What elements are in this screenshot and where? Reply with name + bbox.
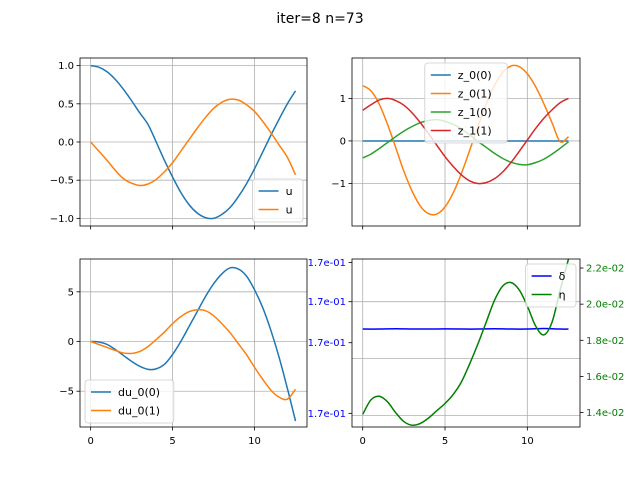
- x-tick-label: 5: [442, 436, 448, 447]
- legend-label-0: u: [286, 185, 293, 198]
- y-tick-label-left: 1.7e-01: [308, 258, 346, 269]
- legend-label-0: z_0(0): [458, 69, 492, 82]
- y-tick-label-right: 1.6e-02: [586, 372, 624, 383]
- y-tick-label-right: 1.4e-02: [586, 408, 624, 419]
- y-tick-label: 0: [68, 337, 74, 348]
- plot-du: 0 5 10 −5 0 5 du_0(0) du_0(1): [59, 258, 308, 447]
- y-tick-label-left: 1.7e-01: [308, 297, 346, 308]
- x-tick-label: 10: [248, 436, 261, 447]
- x-tick-label: 0: [87, 436, 93, 447]
- legend-label-1: η: [559, 289, 566, 302]
- x-tick-label: 0: [360, 436, 366, 447]
- y-tick-label-right: 1.8e-02: [586, 336, 624, 347]
- legend: δη: [525, 263, 577, 308]
- plot-frame: [79, 258, 308, 428]
- y-tick-label: 0: [340, 136, 346, 147]
- legend-box: [424, 62, 508, 144]
- y-tick-label: 0.5: [58, 99, 74, 110]
- x-tick-label: 5: [169, 436, 175, 447]
- series-line-1: [90, 98, 297, 187]
- x-tick-label: 10: [521, 436, 534, 447]
- legend: z_0(0) z_0(1) z_1(0) z_1(1): [424, 62, 508, 144]
- figure-title: iter=8 n=73: [276, 11, 363, 27]
- series-line-3: [362, 97, 569, 185]
- plot-u: −1.0 −0.5 0.0 0.5 1.0 uu: [50, 57, 308, 230]
- legend-label-2: z_1(0): [458, 106, 492, 119]
- legend-label-3: z_1(1): [458, 125, 492, 138]
- series-group: [362, 259, 570, 426]
- y-tick-label: 0.0: [58, 138, 74, 149]
- series-group: [90, 266, 297, 422]
- legend-box: [525, 263, 577, 308]
- series-line-0: [90, 64, 297, 220]
- y-tick-label-right: 2.0e-02: [586, 300, 624, 311]
- y-tick-label: −0.5: [50, 176, 74, 187]
- plot-frame: [79, 57, 308, 227]
- y-tick-label-left: 1.7e-01: [308, 409, 346, 420]
- legend-label-0: δ: [559, 270, 566, 283]
- series-line-0: [362, 327, 569, 330]
- legend-label-1: du_0(1): [118, 405, 160, 418]
- y-tick-label: −5: [59, 387, 74, 398]
- series-group: [90, 64, 297, 220]
- y-tick-label: −1: [331, 179, 346, 190]
- plot-frame: [351, 57, 581, 227]
- legend-label-0: du_0(0): [118, 386, 160, 399]
- series-line-1: [362, 259, 570, 426]
- plot-z: −1 0 1 z_0(0) z_0(1) z_1(0) z_1(1): [331, 57, 581, 230]
- y-tick-label-left: 1.7e-01: [308, 338, 346, 349]
- y-tick-label: 1.0: [58, 61, 74, 72]
- series-line-0: [90, 266, 297, 422]
- plot-delta-eta: 0 5 10 1.7e-01 1.7e-01 1.7e-01 1.7e-01 1.4e-02 1…: [308, 258, 625, 447]
- series-line-1: [362, 64, 569, 216]
- series-line-1: [90, 308, 297, 401]
- legend-label-1: z_0(1): [458, 88, 492, 101]
- legend-box: [84, 379, 175, 424]
- legend: uu: [252, 178, 304, 223]
- y-tick-label-right: 2.2e-02: [586, 264, 624, 275]
- y-tick-label: −1.0: [50, 214, 74, 225]
- legend-box: [252, 178, 304, 223]
- y-tick-label: 5: [68, 287, 74, 298]
- legend: du_0(0) du_0(1): [84, 379, 175, 424]
- y-tick-label: 1: [340, 94, 346, 105]
- plot-frame: [351, 258, 581, 428]
- legend-label-1: u: [286, 204, 293, 217]
